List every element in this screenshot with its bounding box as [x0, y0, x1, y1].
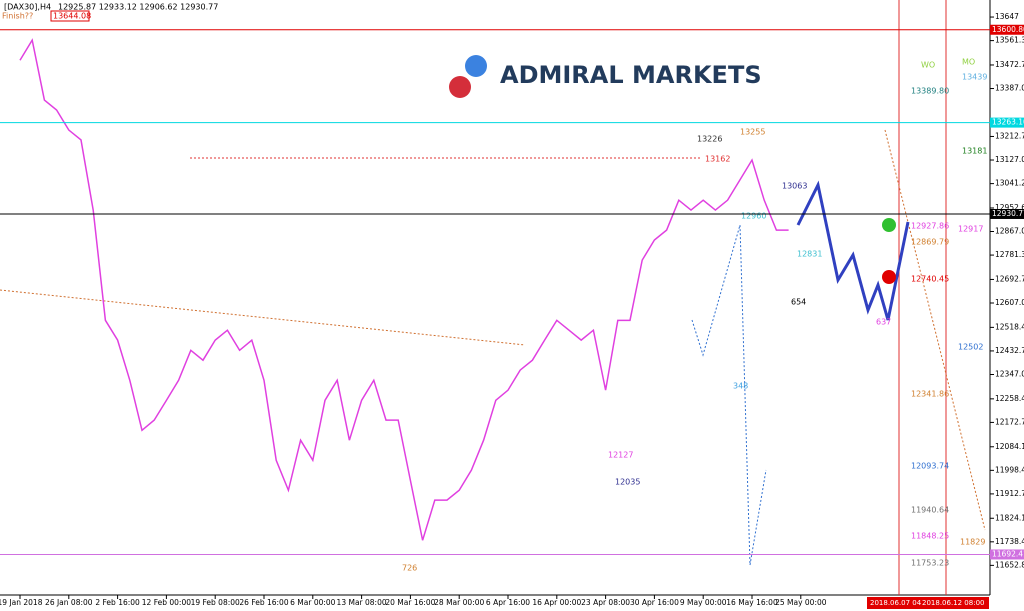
level-label: 13600.80 — [992, 25, 1024, 34]
y-tick-label: 11998.40 — [995, 465, 1024, 474]
marker — [882, 218, 896, 232]
price-line — [19, 38, 789, 541]
x-tick-label: 2 Feb 16:00 — [95, 598, 140, 607]
finish: Finish?? — [2, 12, 33, 21]
x-tick-label: 13 Mar 08:00 — [337, 598, 387, 607]
x-tick-label: 6 Apr 16:00 — [486, 598, 530, 607]
y-tick-label: 12347.00 — [995, 369, 1024, 378]
level-label: 12917 — [958, 225, 983, 234]
level-label: 11848.25 — [911, 532, 949, 541]
x-tick-label: 6 Mar 00:00 — [290, 598, 336, 607]
y-tick-label: 12084.10 — [995, 442, 1024, 451]
annotation: 348 — [733, 382, 748, 391]
symbol: [DAX30],H4 — [4, 3, 51, 12]
level-label: 12869.79 — [911, 238, 949, 247]
y-tick-label: 12952.60 — [995, 203, 1024, 212]
x-tick-label: 16 Apr 00:00 — [532, 598, 581, 607]
annotation: 726 — [402, 564, 417, 573]
footer: 2018.06.12 08:00 — [922, 599, 984, 607]
y-tick-label: 12607.00 — [995, 298, 1024, 307]
x-tick-label: 30 Apr 16:00 — [630, 598, 679, 607]
annotation: 654 — [791, 298, 806, 307]
x-tick-label: 19 Jan 2018 — [0, 598, 43, 607]
y-tick-label: 12867.00 — [995, 227, 1024, 236]
x-tick-label: 16 May 16:00 — [726, 598, 778, 607]
logo-text: ADMIRAL MARKETS — [500, 61, 762, 89]
y-tick-label: 11912.70 — [995, 489, 1024, 498]
footer-box — [867, 597, 989, 609]
annotation: 637 — [876, 318, 891, 327]
trendline — [884, 129, 986, 531]
level-label: 11692.41 — [992, 549, 1024, 558]
y-tick-label: 11652.80 — [995, 560, 1024, 569]
y-tick-label: 12172.70 — [995, 417, 1024, 426]
y-tick-label: 12432.70 — [995, 346, 1024, 355]
wave — [691, 224, 767, 566]
footer: 2018.06.07 04 — [870, 599, 922, 607]
logo-dot — [449, 76, 471, 98]
y-tick-label: 11824.10 — [995, 513, 1024, 522]
y-tick-label: 12692.70 — [995, 274, 1024, 283]
level-label: 11829 — [960, 538, 985, 547]
y-tick-label: 13472.70 — [995, 60, 1024, 69]
level-label: 12927.86 — [911, 222, 949, 231]
x-tick-label: 23 Apr 08:00 — [581, 598, 630, 607]
x-tick-label: 9 May 00:00 — [680, 598, 727, 607]
x-tick-label: 28 Mar 00:00 — [434, 598, 484, 607]
level-box — [990, 208, 1024, 219]
annotation: 12127 — [608, 451, 633, 460]
y-tick-label: 11738.40 — [995, 537, 1024, 546]
y-tick-label: 12258.40 — [995, 394, 1024, 403]
annotation: MO — [962, 58, 975, 67]
y-tick-label: 13387.00 — [995, 84, 1024, 93]
x-tick-label: 12 Feb 00:00 — [142, 598, 191, 607]
level-box — [990, 549, 1024, 560]
box — [50, 10, 90, 22]
y-tick-label: 13212.70 — [995, 131, 1024, 140]
logo: ADMIRAL MARKETS — [500, 61, 762, 89]
finish-price: 13644.08 — [53, 12, 91, 21]
ohlc: 12925.87 12933.12 12906.62 12930.77 — [58, 3, 218, 12]
level-label: 11753.23 — [911, 559, 949, 568]
x-tick-label: 26 Feb 16:00 — [239, 598, 288, 607]
x-tick-label: 26 Jan 08:00 — [45, 598, 93, 607]
annotation: 13162 — [705, 155, 730, 164]
level-label: 12740.45 — [911, 275, 949, 284]
level-label: 13181 — [962, 147, 987, 156]
annotation: 12035 — [615, 478, 640, 487]
level-box — [990, 117, 1024, 128]
y-tick-label: 13041.20 — [995, 179, 1024, 188]
annotation: 12831 — [797, 250, 822, 259]
level-box — [990, 24, 1024, 35]
marker — [882, 270, 896, 284]
annotation: 13063 — [782, 182, 807, 191]
x-tick-label: 25 May 00:00 — [775, 598, 827, 607]
annotations: 13226 13255 13162 13063 12960 12831 654 … — [402, 58, 987, 573]
level-label: 12502 — [958, 343, 983, 352]
annotation: WO — [921, 61, 935, 70]
forecast — [796, 180, 910, 321]
level-label: 13439 — [962, 73, 987, 82]
annotation: 12960 — [741, 212, 766, 221]
level-label: 12930.77 — [992, 209, 1024, 218]
annotation: 13255 — [740, 128, 765, 137]
x-tick-label: 20 Mar 16:00 — [385, 598, 435, 607]
y-tick-label: 12518.40 — [995, 322, 1024, 331]
annotation: 13226 — [697, 135, 722, 144]
y-tick-label: 13561.30 — [995, 36, 1024, 45]
y-tick-label: 12781.30 — [995, 250, 1024, 259]
y-tick-label: 13647 — [995, 12, 1019, 21]
level-label: 12341.86 — [911, 390, 949, 399]
level-label: 11940.64 — [911, 506, 949, 515]
level-label: 12093.74 — [911, 462, 949, 471]
level-label: 13389.80 — [911, 87, 949, 96]
y-tick-label: 13127.00 — [995, 155, 1024, 164]
level-label: 13263.10 — [992, 118, 1024, 127]
logo-dot — [465, 55, 487, 77]
x-tick-label: 19 Feb 08:00 — [191, 598, 240, 607]
